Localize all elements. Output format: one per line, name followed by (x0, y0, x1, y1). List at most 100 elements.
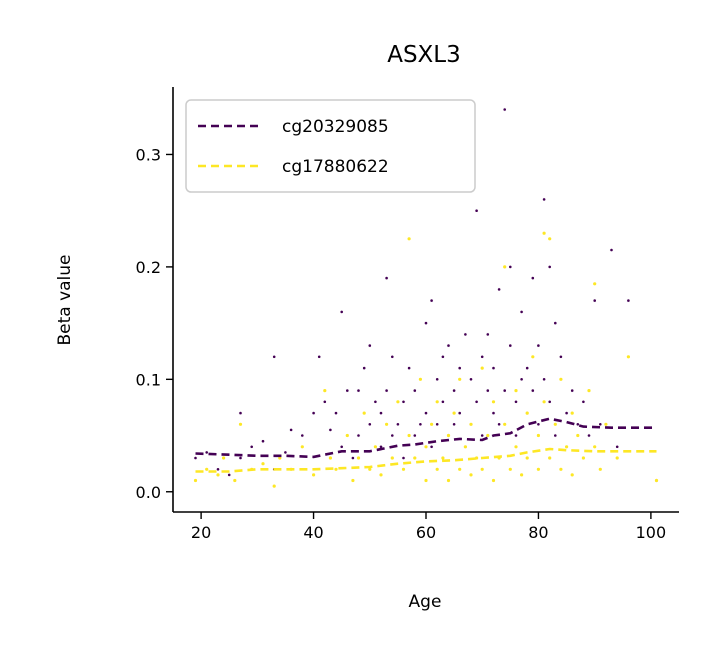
data-point-series-2 (593, 445, 597, 449)
data-point-series-2 (368, 467, 372, 471)
data-point-series-1 (238, 411, 243, 416)
data-point-series-1 (424, 321, 428, 326)
data-point-series-1 (435, 377, 440, 382)
data-point-series-2 (351, 478, 355, 483)
data-point-series-1 (553, 321, 558, 326)
data-point-series-2 (390, 456, 394, 460)
data-point-series-1 (429, 444, 434, 449)
data-point-series-2 (486, 433, 490, 438)
data-point-series-2 (503, 422, 507, 426)
data-point-series-2 (536, 433, 541, 438)
data-point-series-1 (474, 208, 479, 213)
data-point-series-1 (261, 439, 265, 444)
data-point-series-1 (390, 433, 395, 438)
data-point-series-1 (519, 309, 524, 314)
data-point-series-2 (587, 389, 591, 393)
data-point-series-2 (469, 422, 473, 426)
x-axis-label: Age (409, 592, 442, 612)
data-point-series-1 (609, 248, 614, 252)
data-point-series-1 (457, 411, 462, 416)
data-point-series-2 (570, 411, 574, 415)
data-point-series-1 (592, 298, 597, 303)
data-point-series-2 (480, 467, 484, 471)
data-point-series-1 (469, 377, 473, 382)
data-point-series-2 (514, 445, 518, 449)
data-point-series-2 (222, 456, 226, 460)
data-point-series-2 (559, 377, 563, 381)
data-point-series-1 (542, 197, 547, 202)
data-point-series-2 (491, 400, 496, 404)
data-point-series-1 (238, 456, 243, 460)
data-point-series-1 (317, 354, 322, 359)
data-point-series-2 (565, 445, 569, 449)
trend-line-series-2 (195, 447, 657, 473)
data-point-series-2 (396, 400, 400, 404)
data-point-series-2 (401, 467, 406, 471)
data-point-series-2 (654, 478, 659, 483)
data-point-series-1 (452, 388, 457, 393)
data-point-series-1 (367, 422, 372, 427)
data-point-series-1 (547, 264, 552, 269)
data-point-series-2 (312, 473, 316, 477)
data-point-series-1 (429, 298, 434, 303)
data-point-series-2 (536, 467, 541, 471)
data-point-series-1 (440, 399, 445, 404)
data-point-series-2 (238, 422, 243, 426)
x-tick-label: 60 (416, 523, 436, 542)
chart-title: ASXL3 (387, 42, 461, 68)
data-point-series-2 (441, 456, 445, 460)
data-point-series-1 (570, 388, 575, 393)
data-point-series-2 (542, 231, 546, 235)
data-point-series-1 (463, 332, 468, 337)
data-point-series-1 (339, 444, 344, 449)
data-point-series-1 (508, 343, 513, 348)
data-point-series-2 (553, 422, 557, 426)
y-tick-label: 0.3 (136, 145, 161, 164)
y-tick-label: 0.1 (136, 370, 161, 389)
data-point-series-1 (564, 411, 569, 416)
data-point-series-1 (435, 422, 440, 427)
data-point-series-2 (531, 355, 535, 359)
data-point-series-1 (530, 276, 535, 281)
legend: cg20329085 cg17880622 (185, 99, 476, 193)
data-point-series-2 (598, 467, 602, 471)
data-point-series-2 (446, 433, 451, 438)
data-point-series-2 (480, 366, 484, 370)
data-point-series-1 (474, 399, 479, 404)
data-point-series-2 (407, 433, 411, 438)
data-point-series-2 (514, 389, 518, 393)
data-point-series-1 (491, 366, 496, 371)
legend-label-series-2: cg17880622 (282, 157, 389, 177)
data-point-series-2 (581, 456, 586, 460)
data-point-series-1 (485, 332, 490, 337)
data-point-series-2 (300, 445, 304, 449)
data-point-series-2 (385, 422, 389, 426)
data-point-series-1 (356, 388, 361, 393)
data-point-series-1 (300, 433, 305, 438)
data-point-series-1 (553, 433, 558, 438)
data-point-series-1 (542, 377, 547, 382)
data-point-series-2 (615, 456, 619, 460)
data-point-series-1 (508, 264, 513, 269)
data-point-series-2 (435, 400, 439, 404)
data-point-series-2 (463, 445, 467, 449)
data-point-series-1 (626, 298, 631, 303)
data-point-series-1 (395, 422, 400, 427)
data-point-series-1 (193, 456, 198, 460)
data-point-series-1 (384, 388, 389, 393)
data-point-series-2 (334, 467, 338, 471)
trend-line-series-1 (195, 417, 657, 459)
data-point-series-1 (502, 107, 507, 112)
data-point-series-1 (362, 366, 367, 371)
data-point-series-1 (379, 411, 383, 416)
data-point-series-1 (350, 456, 355, 460)
data-point-series-1 (227, 472, 232, 477)
data-point-series-2 (362, 411, 366, 415)
data-point-series-2 (626, 355, 631, 359)
data-point-series-1 (356, 433, 361, 438)
data-point-series-2 (424, 445, 428, 449)
data-point-series-1 (328, 427, 333, 432)
data-point-series-1 (407, 366, 412, 371)
data-point-series-2 (508, 467, 512, 471)
data-point-series-2 (193, 478, 198, 483)
